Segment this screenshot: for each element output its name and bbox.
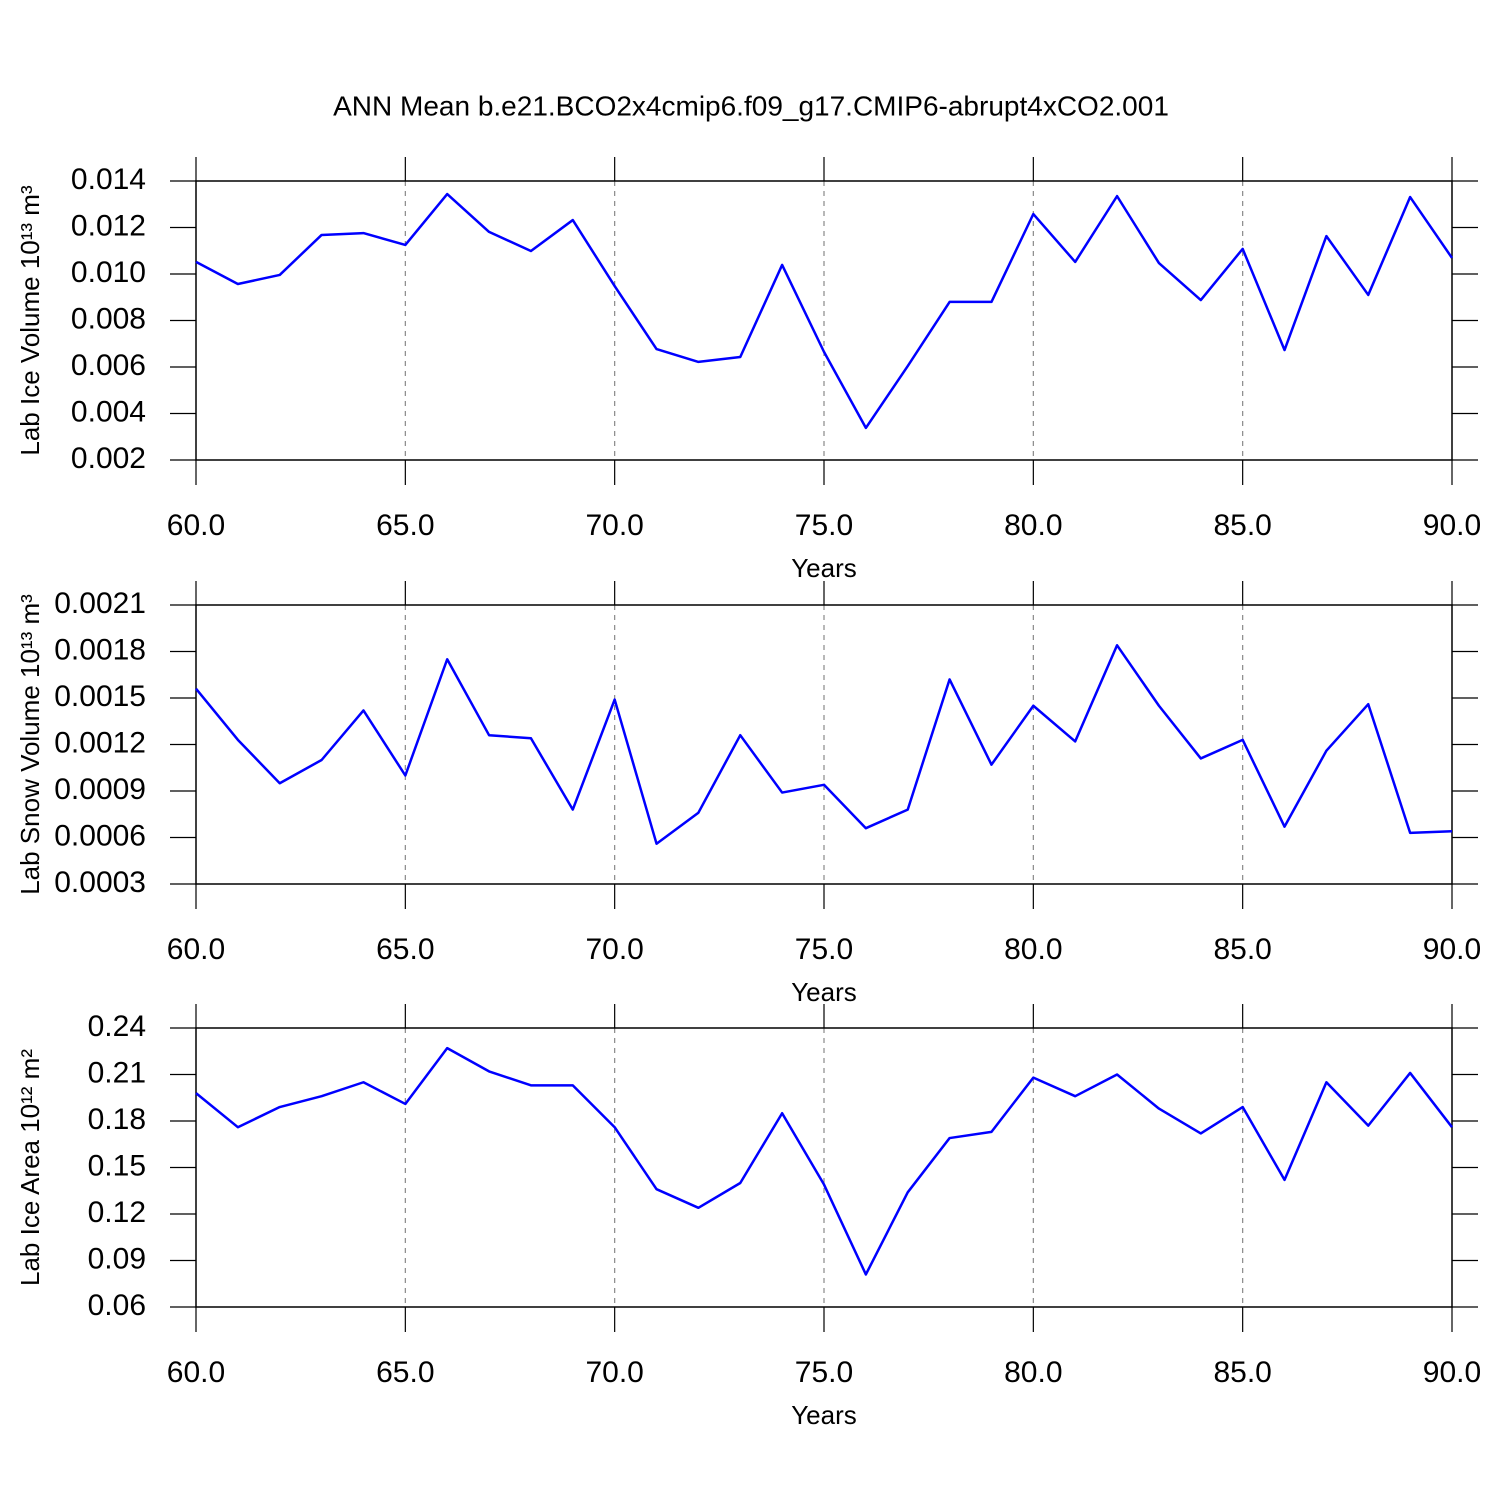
x-tick-label: 75.0: [795, 1356, 853, 1389]
x-tick-label: 60.0: [167, 1356, 225, 1389]
y-tick-label: 0.0003: [54, 866, 146, 899]
plot-frame: [195, 604, 1453, 885]
data-line: [195, 1046, 1453, 1276]
y-tick-label: 0.010: [71, 256, 146, 289]
x-tick-label: 60.0: [167, 509, 225, 542]
y-tick-label: 0.0009: [54, 773, 146, 806]
x-tick-label: 90.0: [1423, 509, 1481, 542]
y-tick-label: 0.09: [88, 1242, 146, 1275]
y-tick-label: 0.0021: [54, 587, 146, 620]
y-tick-label: 0.002: [71, 442, 146, 475]
x-tick-label: 90.0: [1423, 933, 1481, 966]
y-tick-label: 0.12: [88, 1196, 146, 1229]
x-tick-label: 90.0: [1423, 1356, 1481, 1389]
x-tick-label: 65.0: [376, 933, 434, 966]
y-axis-label: Lab Ice Area 10¹² m²: [15, 1049, 45, 1286]
figure-title: ANN Mean b.e21.BCO2x4cmip6.f09_g17.CMIP6…: [333, 90, 1169, 121]
x-tick-label: 70.0: [585, 1356, 643, 1389]
x-tick-label: 80.0: [1004, 1356, 1062, 1389]
data-line: [195, 192, 1454, 430]
x-axis-label: Years: [791, 1400, 857, 1430]
y-tick-label: 0.24: [88, 1010, 146, 1043]
y-tick-label: 0.008: [71, 302, 146, 335]
x-tick-label: 85.0: [1213, 509, 1271, 542]
y-tick-label: 0.0006: [54, 819, 146, 852]
x-tick-label: 70.0: [585, 933, 643, 966]
y-axis-label: Lab Ice Volume 10¹³ m³: [15, 185, 45, 456]
x-axis-label: Years: [791, 553, 857, 583]
y-axis-label: Lab Snow Volume 10¹³ m³: [15, 594, 45, 895]
x-tick-label: 65.0: [376, 509, 434, 542]
y-tick-label: 0.21: [88, 1056, 146, 1089]
x-tick-label: 85.0: [1213, 1356, 1271, 1389]
y-tick-label: 0.0012: [54, 726, 146, 759]
plot-frame: [195, 1027, 1453, 1308]
y-tick-label: 0.012: [71, 209, 146, 242]
x-tick-label: 80.0: [1004, 509, 1062, 542]
x-tick-label: 75.0: [795, 509, 853, 542]
x-tick-label: 60.0: [167, 933, 225, 966]
x-tick-label: 70.0: [585, 509, 643, 542]
x-tick-label: 85.0: [1213, 933, 1271, 966]
x-axis-label: Years: [791, 977, 857, 1007]
y-tick-label: 0.014: [71, 163, 146, 196]
x-tick-label: 80.0: [1004, 933, 1062, 966]
x-tick-label: 65.0: [376, 1356, 434, 1389]
y-tick-label: 0.18: [88, 1103, 146, 1136]
y-tick-label: 0.06: [88, 1289, 146, 1322]
x-tick-label: 75.0: [795, 933, 853, 966]
y-tick-label: 0.15: [88, 1149, 146, 1182]
y-tick-label: 0.0018: [54, 633, 146, 666]
data-line: [195, 644, 1453, 845]
plot-frame: [195, 180, 1453, 461]
y-tick-label: 0.006: [71, 349, 146, 382]
y-tick-label: 0.0015: [54, 680, 146, 713]
y-tick-label: 0.004: [71, 395, 146, 428]
